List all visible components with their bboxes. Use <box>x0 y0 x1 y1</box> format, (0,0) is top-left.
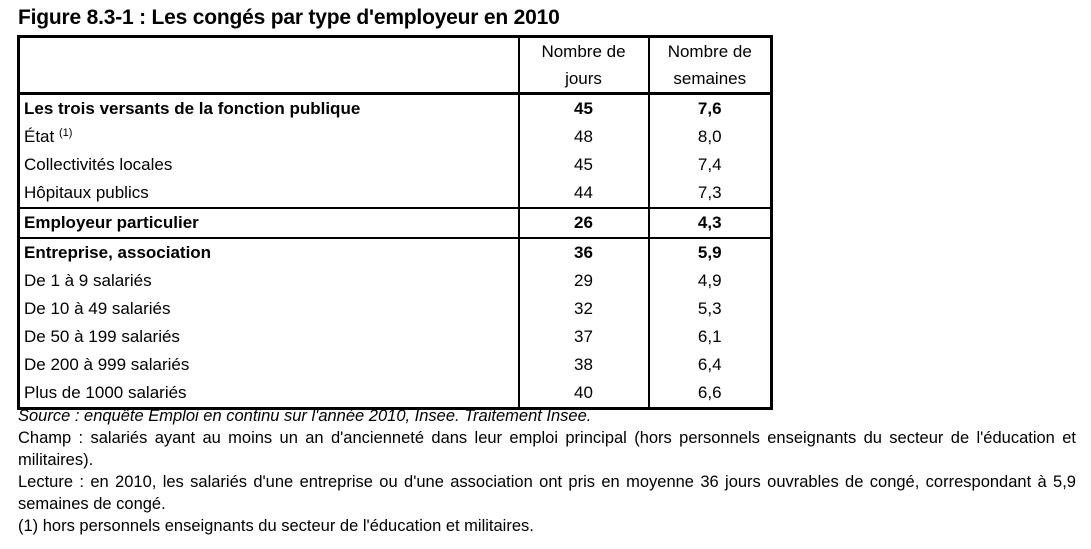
row-label-text: Plus de 1000 salariés <box>24 383 187 402</box>
jours-cell: 38 <box>517 351 649 379</box>
semaines-cell: 7,6 <box>647 93 772 123</box>
jours-cell: 45 <box>517 93 649 123</box>
row-label-text: État <box>24 127 55 146</box>
row-label-text: De 1 à 9 salariés <box>24 271 152 290</box>
row-label-text: De 50 à 199 salariés <box>24 327 180 346</box>
table-row: État (1) 48 8,0 <box>19 123 772 151</box>
header-empty <box>18 36 519 95</box>
table-row: De 10 à 49 salariés 32 5,3 <box>19 295 772 323</box>
row-label-text: Hôpitaux publics <box>24 183 149 202</box>
footnote-ref: (1) <box>58 127 73 139</box>
jours-cell: 48 <box>517 123 649 151</box>
header-semaines-line1: Nombre de <box>647 36 772 66</box>
header-jours-line1: Nombre de <box>517 36 649 66</box>
jours-cell: 29 <box>517 267 649 295</box>
row-label: De 1 à 9 salariés <box>19 267 519 295</box>
jours-cell: 36 <box>517 237 649 267</box>
row-label: Employeur particulier <box>18 207 519 238</box>
semaines-cell: 4,3 <box>647 207 772 238</box>
footnote: (1) hors personnels enseignants du secte… <box>18 517 534 535</box>
row-label: Collectivités locales <box>19 151 519 179</box>
semaines-cell: 6,1 <box>647 323 772 351</box>
row-label: De 50 à 199 salariés <box>19 323 519 351</box>
row-label: De 10 à 49 salariés <box>19 295 519 323</box>
row-label-text: Les trois versants de la fonction publiq… <box>24 99 361 118</box>
semaines-cell: 6,6 <box>647 379 772 409</box>
semaines-cell: 5,3 <box>647 295 772 323</box>
row-label-text: Entreprise, association <box>24 243 212 262</box>
semaines-cell: 7,4 <box>647 151 772 179</box>
table-row: De 1 à 9 salariés 29 4,9 <box>19 267 772 295</box>
table-row: Les trois versants de la fonction publiq… <box>19 93 772 124</box>
row-label: Entreprise, association <box>18 237 519 267</box>
table-row: Entreprise, association 36 5,9 <box>18 237 772 267</box>
row-label-text: De 200 à 999 salariés <box>24 355 190 374</box>
jours-cell: 26 <box>517 207 649 238</box>
row-label: Plus de 1000 salariés <box>19 379 519 409</box>
row-label: Les trois versants de la fonction publiq… <box>19 94 519 124</box>
jours-cell: 32 <box>517 295 649 323</box>
lecture-note: Lecture : en 2010, les salariés d'une en… <box>18 473 1076 513</box>
source-note: Source : enquête Emploi en continu sur l… <box>18 407 592 425</box>
row-label: De 200 à 999 salariés <box>19 351 519 379</box>
jours-cell: 40 <box>517 379 649 409</box>
jours-cell: 45 <box>517 151 649 179</box>
row-label-text: Collectivités locales <box>24 155 173 174</box>
row-label: État (1) <box>19 123 519 151</box>
table-row: De 50 à 199 salariés 37 6,1 <box>19 323 772 351</box>
header-semaines-line2: semaines <box>647 66 772 95</box>
header-jours-line2: jours <box>517 66 649 95</box>
jours-cell: 37 <box>517 323 649 351</box>
table-row: Plus de 1000 salariés 40 6,6 <box>19 379 772 409</box>
semaines-cell: 7,3 <box>647 179 772 208</box>
semaines-cell: 5,9 <box>647 237 772 267</box>
figure-title: Figure 8.3-1 : Les congés par type d'emp… <box>18 6 560 29</box>
table-row: Collectivités locales 45 7,4 <box>19 151 772 179</box>
table-row: De 200 à 999 salariés 38 6,4 <box>19 351 772 379</box>
semaines-cell: 8,0 <box>647 123 772 151</box>
semaines-cell: 4,9 <box>647 267 772 295</box>
row-label-text: Employeur particulier <box>24 213 199 232</box>
jours-cell: 44 <box>517 179 649 208</box>
leave-table: Nombre de Nombre de jours semaines Les t… <box>17 35 773 410</box>
champ-note: Champ : salariés ayant au moins un an d'… <box>18 429 1076 469</box>
table-row: Hôpitaux publics 44 7,3 <box>19 179 772 208</box>
row-label: Hôpitaux publics <box>19 179 519 208</box>
table-row: Employeur particulier 26 4,3 <box>18 207 772 238</box>
notes: Source : enquête Emploi en continu sur l… <box>18 405 1076 537</box>
row-label-text: De 10 à 49 salariés <box>24 299 171 318</box>
semaines-cell: 6,4 <box>647 351 772 379</box>
